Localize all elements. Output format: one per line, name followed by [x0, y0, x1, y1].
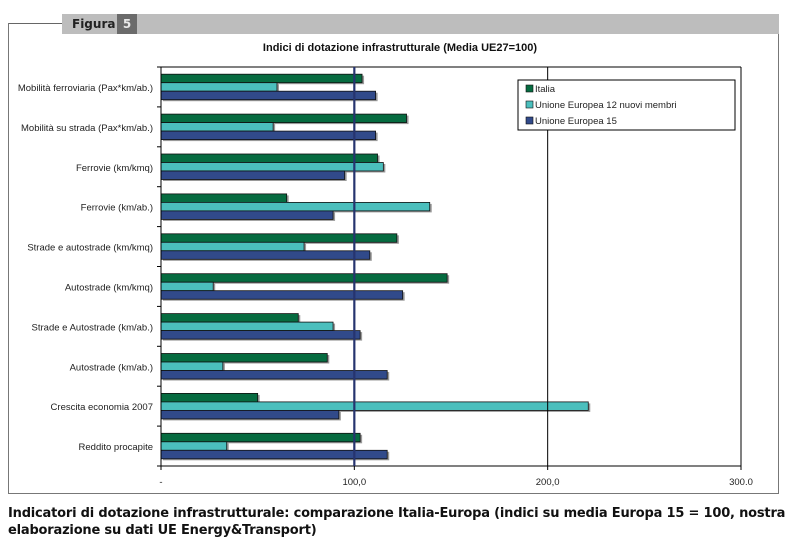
legend-label: Unione Europea 15 — [535, 116, 617, 127]
bar-italia — [160, 353, 328, 363]
bar-ue15 — [160, 210, 334, 220]
figure-header-bar — [62, 14, 779, 34]
bar-italia — [160, 313, 299, 323]
bar-italia — [160, 432, 361, 443]
bar-italia — [160, 392, 259, 403]
bar-ue15 — [160, 170, 346, 180]
bar-ue15 — [160, 90, 377, 101]
legend-swatch — [525, 84, 534, 93]
bar-ue12 — [160, 321, 334, 332]
category-label: Crescita economia 2007 — [51, 402, 153, 413]
figure-caption: Indicatori di dotazione infrastrutturale… — [8, 506, 786, 538]
legend-swatch — [525, 100, 534, 109]
category-label: Strade e autostrade (km/kmq) — [27, 243, 153, 254]
legend-label: Unione Europea 12 nuovi membri — [535, 100, 677, 111]
bar-ue12 — [160, 281, 214, 292]
category-label: Ferrovie (km/kmq) — [76, 163, 153, 174]
category-label: Mobilità ferroviaria (Pax*km/ab.) — [18, 83, 153, 94]
bar-ue12 — [160, 361, 224, 371]
category-label: Ferrovie (km/ab.) — [81, 203, 153, 214]
bar-ue12 — [160, 201, 431, 212]
legend-swatch — [525, 116, 534, 125]
bar-ue12 — [160, 401, 589, 411]
x-tick-label: - — [159, 477, 162, 488]
category-label: Reddito procapite — [79, 442, 153, 453]
bar-italia — [160, 113, 407, 123]
bar-ue15 — [160, 409, 340, 420]
x-tick-label: 200,0 — [536, 477, 560, 488]
bar-ue12 — [160, 122, 274, 132]
bar-italia — [160, 193, 288, 203]
frame-bottom-border — [8, 493, 779, 494]
legend-box — [517, 79, 736, 131]
bar-ue12 — [160, 162, 384, 172]
category-label: Autostrade (km/ab.) — [70, 362, 153, 373]
frame-left-border — [8, 23, 9, 494]
bar-italia — [160, 153, 378, 163]
figure-number: 5 — [117, 14, 137, 34]
figure-label: Figura — [72, 17, 116, 31]
bar-ue12 — [160, 241, 305, 252]
frame-right-border — [778, 34, 779, 494]
bar-ue15 — [160, 130, 377, 141]
frame-top-line — [8, 23, 63, 24]
x-tick-label: 100,0 — [342, 477, 366, 488]
chart-title: Indici di dotazione infrastrutturale (Me… — [262, 42, 538, 54]
bar-ue12 — [160, 441, 228, 451]
bar-ue15 — [160, 330, 361, 340]
category-label: Mobilità su strada (Pax*km/ab.) — [21, 123, 153, 134]
category-label: Strade e Autostrade (km/ab.) — [32, 322, 153, 333]
bar-italia — [160, 273, 448, 283]
legend-label: Italia — [535, 84, 556, 95]
bar-ue15 — [160, 250, 371, 260]
bar-italia — [160, 233, 398, 243]
bar-ue12 — [160, 82, 278, 92]
bar-italia — [160, 73, 363, 84]
category-label: Autostrade (km/kmq) — [65, 282, 153, 293]
x-tick-label: 300.0 — [729, 477, 753, 488]
bar-ue15 — [160, 290, 404, 300]
